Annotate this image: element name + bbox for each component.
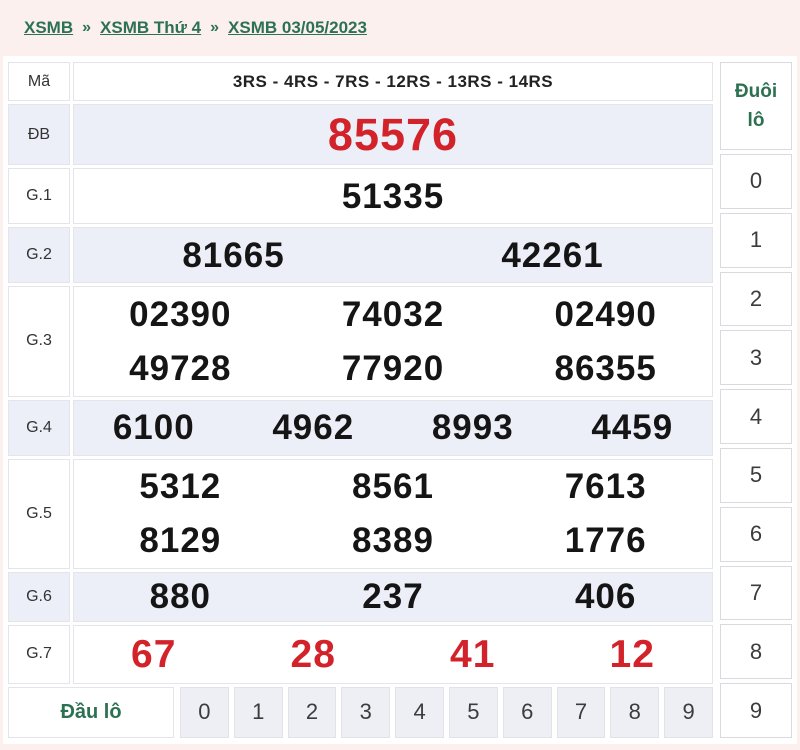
prize-number: 8561 <box>352 467 434 507</box>
prize-line: 880 237 406 <box>74 573 712 621</box>
prize-label: G.4 <box>8 399 70 456</box>
prize-number: 67 <box>131 632 177 676</box>
prize-label: G.7 <box>8 624 70 684</box>
prize-label: G.3 <box>8 286 70 397</box>
tail-lo-digit-2: 2 <box>720 271 792 327</box>
prize-row-g6: G.6 880 237 406 <box>8 571 713 622</box>
head-lo-digit-3: 3 <box>341 686 391 739</box>
prize-number: 42261 <box>501 235 604 275</box>
prize-number: 237 <box>362 577 424 617</box>
prize-number: 86355 <box>554 349 657 388</box>
results-board: Mã 3RS - 4RS - 7RS - 12RS - 13RS - 14RS … <box>3 56 797 744</box>
prize-number: 880 <box>149 577 212 617</box>
breadcrumb-link-date[interactable]: XSMB 03/05/2023 <box>228 18 367 37</box>
prize-row-đb: ĐB 85576 <box>8 104 713 166</box>
prize-line: 5312 8561 7613 <box>74 460 712 514</box>
prize-number: 51335 <box>341 176 445 216</box>
head-lo-digit-5: 5 <box>448 686 498 739</box>
prize-number: 8129 <box>139 521 222 561</box>
prize-row-g2: G.2 81665 42261 <box>8 227 713 284</box>
prize-values: 81665 42261 <box>73 227 713 284</box>
tail-lo-digit-4: 4 <box>720 389 792 444</box>
head-lo-digit-1: 1 <box>233 686 283 739</box>
prize-number: 7613 <box>564 467 647 507</box>
prize-values: 6100 4962 8993 4459 <box>73 399 713 456</box>
head-lo-digit-2: 2 <box>287 686 337 739</box>
prize-row-g3: G.3 02390 74032 02490 49728 77920 86355 <box>8 286 713 397</box>
prize-number: 6100 <box>112 408 195 448</box>
prize-line: 85576 <box>74 105 712 164</box>
code-value: 3RS - 4RS - 7RS - 12RS - 13RS - 14RS <box>73 62 713 102</box>
prize-values: 02390 74032 02490 49728 77920 86355 <box>73 286 713 397</box>
code-label: Mã <box>8 62 70 102</box>
prize-number: 41 <box>450 632 496 676</box>
head-lo-digit-4: 4 <box>395 686 444 739</box>
prize-label: ĐB <box>8 104 70 166</box>
tail-lo-digit-7: 7 <box>720 565 792 621</box>
prize-number: 5312 <box>139 467 222 507</box>
head-lo-digit-7: 7 <box>556 686 606 739</box>
prize-row-g5: G.5 5312 8561 7613 8129 8389 1776 <box>8 458 713 569</box>
prize-number: 406 <box>574 577 637 617</box>
breadcrumb: XSMB » XSMB Thứ 4 » XSMB 03/05/2023 <box>0 0 800 56</box>
prize-values: 67 28 41 12 <box>73 624 713 684</box>
tail-lo-title: Đuôi lô <box>720 62 792 150</box>
prize-number: 8993 <box>431 408 514 448</box>
prize-values: 85576 <box>73 104 713 166</box>
prize-line: 02390 74032 02490 <box>74 287 712 341</box>
tail-lo-digit-9: 9 <box>720 683 792 738</box>
tail-lo-digit-1: 1 <box>720 212 792 268</box>
prize-line: 8129 8389 1776 <box>74 514 712 568</box>
tail-lo-digit-6: 6 <box>720 506 792 562</box>
prize-number: 77920 <box>341 349 445 388</box>
breadcrumb-separator: » <box>210 19 220 36</box>
prize-line: 49728 77920 86355 <box>74 341 712 395</box>
head-lo-digit-6: 6 <box>502 686 552 739</box>
prize-label: G.2 <box>8 227 70 284</box>
prize-label: G.5 <box>8 458 70 569</box>
prize-number: 12 <box>609 632 655 676</box>
prize-line: 81665 42261 <box>74 228 712 282</box>
prize-label: G.1 <box>8 168 70 225</box>
code-row: Mã 3RS - 4RS - 7RS - 12RS - 13RS - 14RS <box>8 62 713 102</box>
breadcrumb-link-xsmb[interactable]: XSMB <box>24 18 74 37</box>
prize-line: 67 28 41 12 <box>74 626 712 683</box>
prize-line: 6100 4962 8993 4459 <box>74 401 712 455</box>
results-table: Mã 3RS - 4RS - 7RS - 12RS - 13RS - 14RS … <box>8 62 713 739</box>
prize-number: 02390 <box>129 294 232 334</box>
prize-number: 8389 <box>352 521 434 561</box>
tail-lo-digit-3: 3 <box>720 330 792 386</box>
prize-number: 85576 <box>327 109 459 161</box>
prize-number: 02490 <box>554 294 657 334</box>
prize-values: 880 237 406 <box>73 571 713 622</box>
tail-lo-digit-5: 5 <box>720 447 792 503</box>
prize-number: 4459 <box>591 408 674 448</box>
head-lo-digit-8: 8 <box>610 686 660 739</box>
prize-number: 28 <box>290 632 336 676</box>
prize-values: 51335 <box>73 168 713 225</box>
prize-label: G.6 <box>8 571 70 622</box>
prize-number: 1776 <box>564 521 647 561</box>
tail-lo-digit-8: 8 <box>720 624 792 680</box>
head-lo-digit-9: 9 <box>664 686 713 739</box>
tail-lo-digit-0: 0 <box>720 154 792 209</box>
prize-values: 5312 8561 7613 8129 8389 1776 <box>73 458 713 569</box>
prize-number: 49728 <box>129 349 232 388</box>
prize-line: 51335 <box>74 169 712 223</box>
breadcrumb-link-weekday[interactable]: XSMB Thứ 4 <box>100 18 202 37</box>
prize-number: 4962 <box>272 408 355 448</box>
head-lo-digit-0: 0 <box>180 686 229 739</box>
breadcrumb-separator: » <box>82 19 92 36</box>
prize-number: 81665 <box>182 235 285 275</box>
prize-row-g1: G.1 51335 <box>8 168 713 225</box>
prize-number: 74032 <box>341 294 445 334</box>
prize-row-g4: G.4 6100 4962 8993 4459 <box>8 399 713 456</box>
head-lo-label: Đầu lô <box>8 686 174 739</box>
prize-row-g7: G.7 67 28 41 12 <box>8 624 713 684</box>
